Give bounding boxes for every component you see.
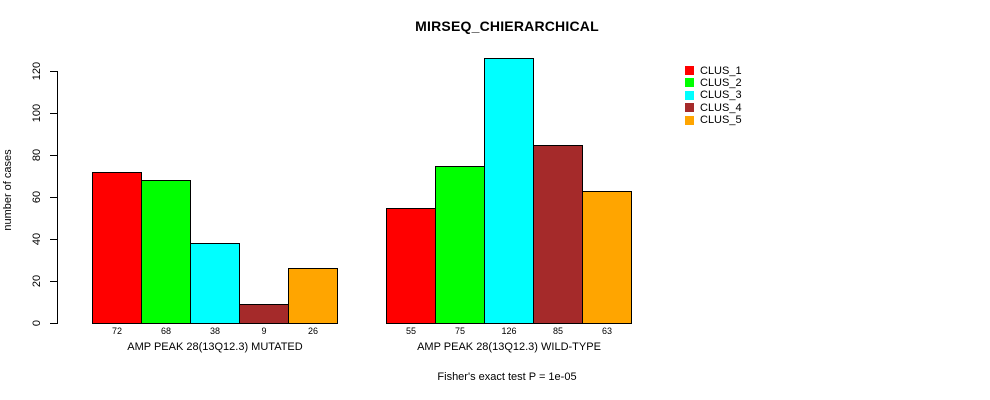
legend-label: CLUS_1 <box>700 64 742 77</box>
y-tick-mark <box>50 196 57 198</box>
bar-clus_2 <box>435 165 485 324</box>
bar-clus_1 <box>386 207 436 324</box>
legend-label: CLUS_4 <box>700 101 742 114</box>
bar-value-label: 68 <box>160 326 171 336</box>
y-tick-mark <box>50 70 57 72</box>
y-axis-line <box>57 71 58 324</box>
y-tick-mark <box>50 112 57 114</box>
bar-value-label: 55 <box>405 326 416 336</box>
bar-value-label: 75 <box>454 326 465 336</box>
legend-label: CLUS_2 <box>700 76 742 89</box>
legend-swatch <box>685 103 694 113</box>
bar-clus_5 <box>288 268 338 324</box>
bar-value-label: 126 <box>501 326 517 336</box>
legend-swatch <box>685 90 694 100</box>
bar-clus_5 <box>582 190 632 324</box>
legend-label: CLUS_3 <box>700 89 742 102</box>
bar-value-label: 85 <box>552 326 563 336</box>
bar-value-label: 38 <box>209 326 220 336</box>
legend-swatch <box>685 66 694 75</box>
bar-value-label: 26 <box>307 326 318 336</box>
y-tick-mark <box>50 154 57 156</box>
y-tick-mark <box>50 322 57 324</box>
legend-label: CLUS_5 <box>700 114 742 127</box>
bar-value-label: 63 <box>601 326 612 336</box>
category-label: AMP PEAK 28(13Q12.3) MUTATED <box>127 341 303 353</box>
y-tick-mark <box>50 238 57 240</box>
bar-clus_3 <box>190 243 240 324</box>
bar-clus_1 <box>92 171 142 324</box>
y-tick-mark <box>50 280 57 282</box>
chart-title: MIRSEQ_CHIERARCHICAL <box>415 18 599 34</box>
category-label: AMP PEAK 28(13Q12.3) WILD-TYPE <box>417 341 601 353</box>
bar-value-label: 72 <box>111 326 122 336</box>
legend-swatch <box>685 78 694 88</box>
bar-value-label: 9 <box>261 326 267 336</box>
legend-swatch <box>685 115 694 125</box>
annotation-text: Fisher's exact test P = 1e-05 <box>437 371 577 383</box>
